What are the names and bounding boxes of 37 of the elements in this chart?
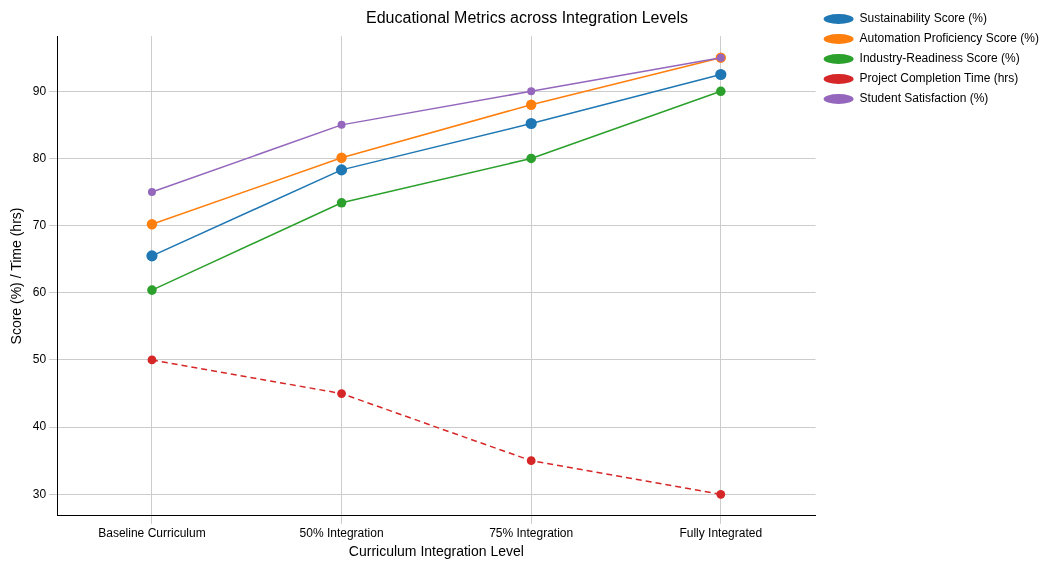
y-tick-label: 30 <box>32 486 47 501</box>
y-axis-title: Score (%) / Time (hrs) <box>8 207 25 345</box>
x-axis-title: Curriculum Integration Level <box>348 543 524 560</box>
point <box>526 456 536 466</box>
y-tick-label: 80 <box>32 150 47 165</box>
legend-label: Project Completion Time (hrs) <box>859 71 1019 86</box>
point <box>337 389 346 398</box>
y-tick-label: 70 <box>32 217 47 232</box>
point <box>527 87 536 96</box>
x-tick-label: 50% Integration <box>299 526 384 541</box>
point <box>335 164 348 176</box>
y-tick-label: 50 <box>32 352 47 367</box>
point <box>146 219 158 230</box>
legend-label: Industry-Readiness Score (%) <box>859 51 1020 66</box>
point <box>336 197 347 208</box>
x-tick-label: Fully Integrated <box>679 526 763 541</box>
point <box>337 120 346 129</box>
legend-label: Student Satisfaction (%) <box>859 91 989 106</box>
point <box>146 250 158 262</box>
point <box>336 152 347 163</box>
point <box>526 153 536 164</box>
point <box>716 489 726 499</box>
point <box>525 99 537 110</box>
y-tick-label: 60 <box>32 285 47 300</box>
point <box>147 285 157 295</box>
point <box>715 68 727 81</box>
point <box>525 117 537 130</box>
point <box>715 86 726 97</box>
legend-label: Automation Proficiency Score (%) <box>859 31 1039 46</box>
x-tick-label: 75% Integration <box>489 526 574 541</box>
y-tick-label: 90 <box>32 83 47 98</box>
point <box>147 188 156 197</box>
x-tick-label: Baseline Curriculum <box>98 526 206 541</box>
chart-title: Educational Metrics across Integration Levels <box>366 9 688 27</box>
point <box>147 355 157 365</box>
legend-label: Sustainability Score (%) <box>859 11 987 26</box>
y-tick-label: 40 <box>32 419 47 434</box>
